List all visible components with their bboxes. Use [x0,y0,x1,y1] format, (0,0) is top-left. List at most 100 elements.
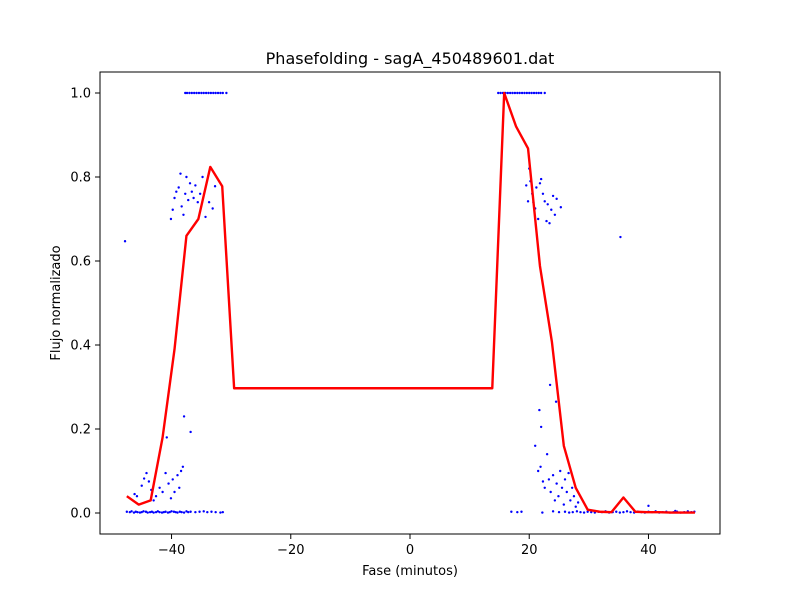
data-point [516,510,519,514]
data-point [145,471,148,475]
x-tick-label: 0 [406,543,414,558]
data-point [200,91,203,95]
data-point [195,91,198,95]
data-point [175,190,178,193]
data-point [144,510,148,513]
data-point [586,510,589,513]
data-point [225,91,228,95]
data-point [533,444,537,447]
data-point [165,436,168,439]
data-point [204,91,208,95]
data-point [499,91,502,95]
data-point [190,190,194,193]
data-point [526,200,530,203]
data-point [202,510,205,513]
data-point [142,510,145,513]
plot-area [123,91,696,514]
data-point [164,471,167,475]
data-point [206,510,209,514]
data-point [551,510,555,513]
data-point [582,511,586,514]
data-point [201,175,204,179]
data-point [647,504,650,508]
data-point [219,91,222,95]
data-point [622,510,625,514]
data-point [169,217,173,221]
data-point [569,499,572,502]
data-point [154,495,158,498]
data-point [173,196,176,200]
data-point [167,482,170,485]
x-axis-label: Fase (minutos) [362,564,458,579]
data-point [563,478,567,481]
data-point [204,215,207,219]
data-point [567,471,570,475]
data-point [571,510,574,514]
data-point [196,201,199,204]
data-point [140,510,143,514]
data-point [176,474,179,477]
data-point [221,91,225,95]
data-point [535,186,538,189]
data-point [551,474,555,477]
data-point [179,172,182,175]
data-point [553,499,557,502]
data-point [541,480,545,483]
data-point [539,465,542,468]
data-point [177,186,180,189]
data-point [615,510,618,513]
data-point [171,478,174,481]
data-point [214,91,217,95]
data-point [209,91,213,95]
data-point [180,510,183,514]
data-point [562,503,566,506]
data-point [166,511,170,514]
data-point [570,486,574,489]
data-point [135,495,139,498]
data-point [162,510,165,514]
data-point [150,510,154,513]
data-point [549,490,552,494]
data-point [560,486,564,489]
data-point [513,91,517,95]
fit-line [126,91,695,514]
data-point [559,206,563,209]
data-point [563,510,567,513]
data-point [130,510,133,513]
data-point [188,91,191,95]
data-point [171,208,174,211]
data-point [184,91,187,95]
data-point [543,486,546,489]
data-point [210,510,213,513]
data-point [518,91,521,95]
y-tick-label: 0.6 [70,255,91,270]
y-axis-label: Flujo normalizado [49,245,64,360]
data-point [543,91,546,95]
data-point [520,510,523,513]
y-tick-label: 0.8 [70,171,91,186]
data-point [506,91,509,95]
data-point [181,465,185,468]
data-point [170,510,173,513]
data-point [147,480,151,483]
data-point [212,91,215,95]
data-point [579,510,582,514]
data-point [548,383,552,387]
data-point [548,222,551,225]
data-point [536,217,540,221]
data-point [187,198,190,202]
data-point [207,91,210,95]
data-point [625,510,629,513]
data-point [508,91,512,95]
data-point [140,484,143,487]
x-tick-label: −20 [277,543,304,558]
data-point [132,511,136,514]
data-point [510,510,513,513]
data-point [538,182,542,185]
data-point [528,91,531,95]
data-point [550,208,553,211]
data-point [618,511,622,514]
data-point [136,510,139,514]
data-point [123,240,127,243]
